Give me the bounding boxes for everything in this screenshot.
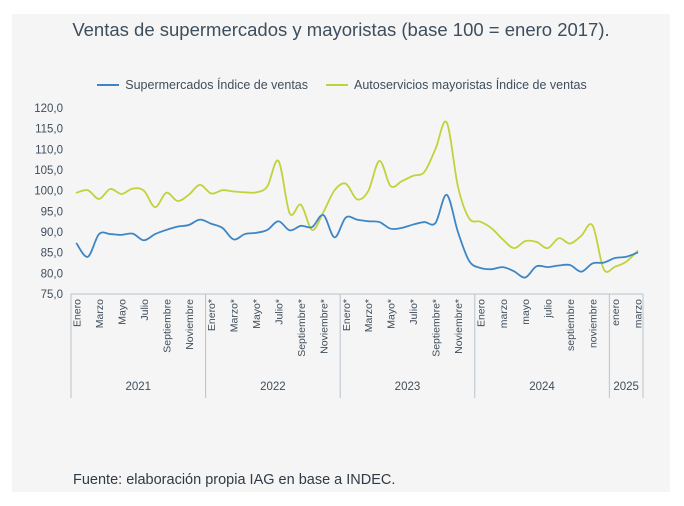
y-tick-label: 85,0 <box>41 248 63 260</box>
x-tick-label: Enero <box>475 299 487 327</box>
y-tick-label: 90,0 <box>41 227 63 239</box>
x-tick-label: Noviembre* <box>453 299 465 354</box>
y-tick-label: 100,0 <box>34 186 63 198</box>
legend-item-supermercados[interactable]: Supermercados Índice de ventas <box>97 76 308 94</box>
y-tick-label: 120,0 <box>34 103 63 115</box>
x-tick-label: Septiembre* <box>296 299 308 357</box>
x-tick-label: Marzo* <box>229 299 241 332</box>
y-tick-label: 105,0 <box>34 165 63 177</box>
x-tick-label: Noviembre* <box>318 299 330 354</box>
x-tick-label: Julio* <box>273 299 285 325</box>
y-tick-label: 115,0 <box>35 124 63 136</box>
x-tick-label: enero <box>610 299 622 326</box>
year-label: 2021 <box>125 381 151 393</box>
x-tick-label: Julio <box>139 299 151 321</box>
x-tick-label: noviembre <box>588 299 600 348</box>
x-tick-label: septiembre <box>565 299 577 351</box>
x-tick-label: mayo <box>520 299 532 325</box>
x-tick-label: Septiembre <box>161 299 173 353</box>
legend-label-supermercados: Supermercados Índice de ventas <box>125 78 308 92</box>
series-line-supermercados <box>75 193 639 279</box>
x-tick-label: Noviembre <box>184 299 196 350</box>
legend-swatch-mayoristas <box>326 84 348 86</box>
legend-item-mayoristas[interactable]: Autoservicios mayoristas Índice de venta… <box>326 76 587 94</box>
x-tick-label: Mayo* <box>386 299 398 329</box>
x-tick-label: marzo <box>632 299 644 328</box>
x-tick-label: marzo <box>498 299 510 328</box>
series-line-mayoristas <box>75 120 639 273</box>
x-tick-label: julio <box>543 299 555 319</box>
legend-label-mayoristas: Autoservicios mayoristas Índice de venta… <box>354 78 587 92</box>
x-tick-label: Septiembre* <box>431 299 443 357</box>
x-tick-label: Julio* <box>408 299 420 325</box>
source-note: Fuente: elaboración propia IAG en base a… <box>73 472 396 488</box>
year-label: 2022 <box>260 381 286 393</box>
year-label: 2023 <box>395 381 421 393</box>
x-tick-label: Mayo* <box>251 299 263 329</box>
legend-swatch-supermercados <box>97 84 120 86</box>
x-tick-label: Mayo <box>116 299 128 325</box>
x-tick-label: Enero <box>72 299 84 327</box>
chart-title: Ventas de supermercados y mayoristas (ba… <box>72 19 610 40</box>
x-tick-label: Enero* <box>206 299 218 331</box>
chart-panel <box>12 14 670 492</box>
year-label: 2025 <box>613 381 639 393</box>
year-label: 2024 <box>529 381 555 393</box>
x-tick-label: Marzo* <box>363 299 375 332</box>
chart-legend: Supermercados Índice de ventas Autoservi… <box>0 76 684 94</box>
x-tick-label: Marzo <box>94 299 106 328</box>
y-tick-label: 110,0 <box>35 144 63 156</box>
x-tick-label: Enero* <box>341 299 353 331</box>
y-tick-label: 95,0 <box>41 206 63 218</box>
y-tick-label: 80,0 <box>41 268 63 280</box>
y-tick-label: 75,0 <box>41 289 63 301</box>
